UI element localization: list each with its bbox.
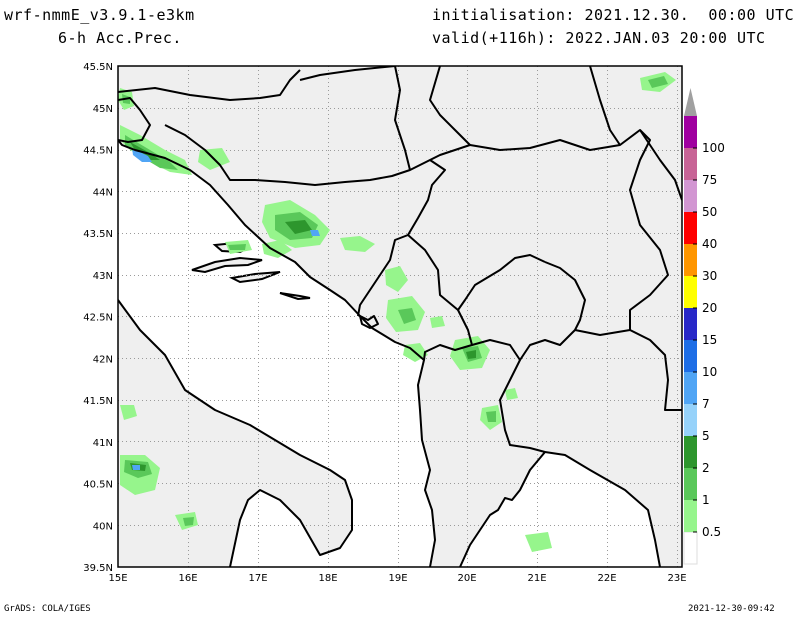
lon-tick-label: 20E [457,573,476,584]
footer-timestamp: 2021-12-30-09:42 [688,604,775,614]
colorbar-segment [684,148,697,180]
lon-tick-label: 15E [108,573,127,584]
colorbar-level-label: 7 [702,397,710,411]
lon-tick-label: 18E [318,573,337,584]
valid-time: valid(+116h): 2022.JAN.03 20:00 UTC [432,29,766,47]
precip-patch [340,236,375,252]
colorbar-segment [684,180,697,212]
land-island-mljet [279,292,311,301]
colorbar-segment [684,308,697,340]
colorbar-level-label: 0.5 [702,525,721,539]
lat-tick-label: 45N [93,104,113,115]
map-frame [117,65,683,568]
colorbar-level-label: 1 [702,493,710,507]
init-time: initialisation: 2021.12.30. 00:00 UTC [432,6,795,24]
precip-patch [486,411,496,422]
coastlines-borders [118,66,682,567]
lat-tick-label: 40N [93,521,113,532]
precip-patch [120,405,137,420]
colorbar-segment [684,500,697,532]
lat-tick-label: 42N [93,354,113,365]
lon-tick-label: 17E [248,573,267,584]
colorbar-segment [684,372,697,404]
latitude-ticks: 45.5N 45N 44.5N 44N 43.5N 43N 42.5N 42N 41.5N 41N… [83,62,113,574]
precip-patch [125,135,178,170]
colorbar-level-label: 100 [702,141,725,155]
land-island-hvar [191,256,263,274]
colorbar-segment [684,276,697,308]
lon-tick-label: 16E [178,573,197,584]
colorbar-level-label: 30 [702,269,717,283]
lat-tick-label: 44N [93,187,113,198]
longitude-ticks: 15E 16E 17E 18E 19E 20E 21E 22E 23E [108,573,686,584]
colorbar-level-label: 5 [702,429,710,443]
lon-tick-label: 22E [597,573,616,584]
precip-patch [525,532,552,552]
colorbar-segment [684,436,697,468]
lat-tick-label: 39.5N [83,563,113,574]
lat-tick-label: 44.5N [83,146,113,157]
colorbar-segment [684,404,697,436]
lat-tick-label: 40.5N [83,480,113,491]
precip-patch [505,388,518,400]
lon-tick-label: 19E [388,573,407,584]
lat-tick-label: 43N [93,271,113,282]
lon-tick-label: 21E [527,573,546,584]
precip-patch [228,244,246,250]
precip-patch [132,465,140,470]
precip-patch [285,220,312,234]
colorbar-segment [684,212,697,244]
model-name: wrf-nmmE_v3.9.1-e3km [4,6,195,24]
lake-patch [310,230,320,236]
footer-credit: GrADS: COLA/IGES [4,604,91,614]
colorbar-segment [684,116,697,148]
colorbar-level-label: 20 [702,301,717,315]
colorbar-level-label: 75 [702,173,717,187]
precip-patch [262,240,292,258]
precipitation-patches [118,72,676,552]
colorbar-level-label: 40 [702,237,717,251]
precip-patch [466,350,476,359]
colorbar-level-label: 10 [702,365,717,379]
lat-tick-label: 42.5N [83,313,113,324]
field-name: 6-h Acc.Prec. [58,29,182,47]
colorbar-segment [683,531,698,565]
colorbar-level-label: 2 [702,461,710,475]
lat-tick-label: 43.5N [83,229,113,240]
lon-tick-label: 23E [667,573,686,584]
precip-patch [385,266,408,292]
colorbar-level-label: 15 [702,333,717,347]
colorbar-segment [684,340,697,372]
colorbar-overflow-triangle [684,88,697,116]
precip-patch [398,308,416,324]
colorbar-level-label: 50 [702,205,717,219]
colorbar-segment [684,244,697,276]
lat-tick-label: 45.5N [83,62,113,73]
land-italy [118,300,352,567]
precip-patch [183,517,194,526]
colorbar-segment [684,468,697,500]
colorbar: 0.5 1 2 5 7 10 15 20 30 40 50 75 100 [683,88,725,565]
lat-tick-label: 41N [93,438,113,449]
lat-tick-label: 41.5N [83,396,113,407]
precip-patch [648,76,668,88]
precip-patch [430,316,445,328]
